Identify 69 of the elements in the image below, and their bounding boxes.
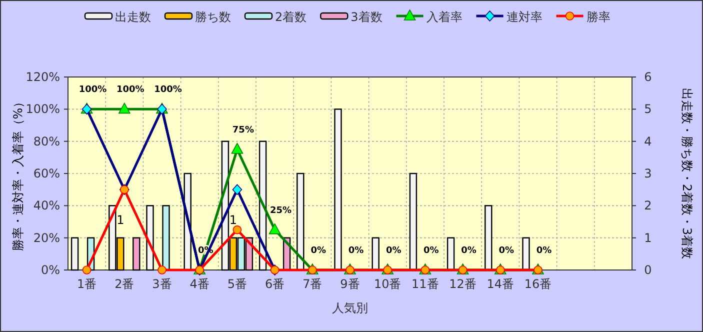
point <box>268 223 281 234</box>
y2-tick-label: 3 <box>644 166 652 180</box>
x-axis-title: 人気別 <box>332 301 368 315</box>
data-label: 0% <box>424 246 439 256</box>
x-tick-label: 16番 <box>524 277 552 291</box>
y-tick-label: 0% <box>40 263 60 277</box>
x-tick-label: 11番 <box>412 277 439 291</box>
y-tick-label: 20% <box>33 230 60 245</box>
y-axis-title: 勝率・連対率・入着率（%） <box>11 96 25 252</box>
y2-tick-label: 4 <box>644 134 652 148</box>
y2-tick-label: 0 <box>644 263 652 277</box>
point <box>82 266 92 274</box>
legend-label: 勝ち数 <box>195 10 231 24</box>
bar <box>409 172 418 271</box>
y2-axis-title: 出走数・勝ち数・2着数・3着数 <box>680 88 694 260</box>
data-label: 0% <box>498 246 514 256</box>
x-tick-label: 2番 <box>114 277 134 291</box>
point <box>118 102 130 114</box>
data-label: 100% <box>116 85 144 96</box>
point <box>232 225 242 234</box>
y-tick-label: 120% <box>26 70 60 84</box>
x-tick-label: 1番 <box>76 277 97 291</box>
bar <box>132 237 140 271</box>
x-tick-label: 9番 <box>340 277 360 291</box>
point <box>231 142 244 154</box>
data-label: 100% <box>78 85 107 96</box>
data-label: 75% <box>232 125 254 136</box>
x-tick-label: 3番 <box>152 277 172 291</box>
y-tick-label: 100% <box>26 102 60 116</box>
x-tick-label: 7番 <box>302 277 322 291</box>
bar <box>522 237 530 271</box>
bar <box>372 237 380 271</box>
data-label: 0% <box>348 246 364 256</box>
data-label: 0% <box>536 246 552 256</box>
bar <box>446 237 455 271</box>
legend-label: 入着率 <box>426 10 462 24</box>
x-tick-label: 14番 <box>486 277 514 291</box>
x-tick-label: 5番 <box>227 277 248 291</box>
data-label: 100% <box>154 85 182 96</box>
bar <box>334 108 342 271</box>
x-tick-label: 10番 <box>374 277 402 291</box>
point <box>232 184 242 195</box>
x-tick-label: 6番 <box>264 277 285 291</box>
data-label: 0% <box>461 246 476 256</box>
y2-tick-label: 1 <box>644 230 652 245</box>
bar <box>162 205 170 271</box>
bar <box>296 172 304 271</box>
bar <box>70 237 79 271</box>
y2-tick-label: 5 <box>644 102 652 116</box>
legend-label: 連対率 <box>506 10 542 24</box>
y-tick-label: 60% <box>33 166 60 180</box>
bar <box>146 205 154 271</box>
y-tick-label: 80% <box>33 134 60 148</box>
bar <box>484 205 492 271</box>
point <box>158 266 166 274</box>
x-tick-label: 4番 <box>190 277 210 291</box>
legend-label: 2着数 <box>275 10 307 24</box>
data-label: 0% <box>386 246 402 256</box>
legend-label: 3着数 <box>350 10 382 24</box>
data-label: 25% <box>270 206 292 216</box>
legend-label: 勝率 <box>586 10 610 24</box>
data-label: 0% <box>310 246 326 256</box>
y-tick-label: 40% <box>33 198 60 213</box>
data-label: 1 <box>116 212 124 227</box>
y2-tick-label: 2 <box>644 198 652 213</box>
x-tick-label: 12番 <box>449 277 476 291</box>
y2-tick-label: 6 <box>644 70 652 84</box>
data-label: 1 <box>229 212 238 227</box>
legend-label: 出走数 <box>115 10 151 24</box>
